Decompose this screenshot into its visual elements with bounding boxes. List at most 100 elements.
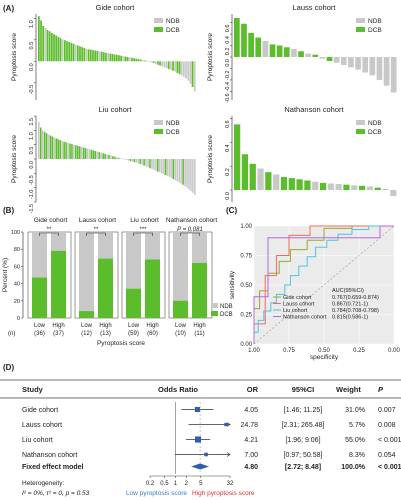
panel-label-c: (C)	[226, 206, 237, 215]
waterfall-bar	[296, 179, 303, 191]
waterfall-y-tick-label: 0.6	[225, 120, 231, 128]
waterfall-bar	[63, 40, 66, 62]
waterfall-bar	[149, 159, 151, 169]
waterfall-bar	[151, 159, 153, 170]
forest-header-weight: Weight	[336, 385, 361, 394]
stack-y-tick-label: 80	[14, 247, 20, 253]
waterfall-bar	[189, 61, 192, 84]
waterfall-bar	[147, 159, 149, 168]
waterfall-title: Liu cohort	[99, 105, 133, 114]
waterfall-bar	[47, 134, 50, 159]
stack-bar-dcb	[192, 262, 207, 318]
panel-label-a: (A)	[3, 4, 14, 13]
stack-legend-dcb-label: DCB	[220, 312, 233, 318]
waterfall-bar	[70, 42, 73, 62]
roc-legend-auc: 0.767(0.659-0.874)	[332, 295, 379, 301]
legend-dcb-swatch	[356, 27, 365, 32]
waterfall-bar	[39, 127, 42, 159]
roc-y-tick-label: 0.00	[240, 342, 252, 348]
waterfall-bar	[48, 31, 51, 62]
roc-legend-auc: 0.784(0.708-0.798)	[332, 308, 379, 314]
forest-header-plot: Odds Ratio	[158, 385, 198, 394]
stack-y-tick-label: 100	[11, 230, 20, 236]
waterfall-bar	[41, 130, 44, 159]
roc-legend-label: Nathanson cohort	[283, 315, 327, 321]
waterfall-bar	[335, 184, 342, 191]
waterfall-bar	[166, 159, 169, 176]
stack-sig-label: **	[94, 227, 99, 233]
forest-header-p: P	[378, 385, 384, 394]
forest-x-tick-label: 5	[199, 481, 203, 487]
legend-ndb-label: NDB	[368, 120, 382, 127]
waterfall-bar	[112, 156, 114, 159]
waterfall-ylabel: Pyroptosis score	[207, 33, 214, 81]
waterfall-bar	[141, 159, 143, 165]
waterfall-bar	[102, 52, 105, 62]
waterfall-y-tick-label: 0.6	[225, 25, 231, 33]
waterfall-bar	[366, 186, 374, 191]
stack-x-label: Low	[34, 323, 46, 329]
legend-dcb-label: DCB	[166, 129, 180, 136]
forest-heterogeneity-label: Heterogeneity:	[22, 480, 64, 487]
roc-legend-auc: 0.815(0.586-1)	[332, 315, 368, 321]
waterfall-bar	[100, 51, 103, 62]
waterfall-bar	[53, 34, 55, 62]
waterfall-bar	[105, 52, 107, 62]
waterfall-y-tick-label: -0.4	[225, 82, 231, 91]
stack-n-label: (60)	[147, 331, 158, 337]
waterfall-bar	[133, 58, 135, 62]
stack-n-label: (10)	[175, 331, 186, 337]
waterfall-bar	[167, 61, 170, 70]
forest-weight-value: 55.0%	[345, 437, 365, 444]
stack-legend-dcb-swatch	[211, 311, 218, 316]
waterfall-bar	[273, 174, 280, 191]
waterfall-bar	[145, 159, 147, 167]
forest-header-study: Study	[22, 385, 44, 394]
forest-summary-ci: [2.72; 8.48]	[285, 464, 321, 471]
forest-or-value: 24.78	[240, 422, 258, 429]
legend-ndb-label: NDB	[166, 120, 180, 127]
waterfall-bar	[358, 185, 366, 191]
waterfall-ylabel: Pyroptosis score	[207, 135, 214, 183]
waterfall-bar	[44, 27, 47, 62]
waterfall-bar	[374, 187, 381, 191]
waterfall-bar	[269, 44, 276, 57]
waterfall-bar	[369, 57, 376, 76]
waterfall-bar	[183, 61, 185, 77]
forest-p-value: 0.054	[378, 452, 396, 459]
stack-x-label: High	[193, 323, 205, 329]
waterfall-bar	[255, 37, 262, 57]
forest-summary-p: < 0.001	[378, 464, 401, 471]
waterfall-bar	[355, 57, 361, 70]
legend-dcb-swatch	[154, 27, 163, 32]
waterfall-bar	[234, 18, 240, 57]
waterfall-bar	[72, 43, 75, 62]
waterfall-bar	[109, 53, 112, 62]
stack-cohort-frame	[121, 231, 166, 319]
roc-curve	[253, 225, 394, 344]
waterfall-y-tick-label: -1.0	[29, 190, 35, 199]
stack-cohort-title: Liu cohort	[130, 217, 159, 224]
waterfall-bar	[50, 32, 53, 62]
waterfall-bar	[43, 131, 46, 159]
waterfall-bar	[117, 157, 120, 159]
waterfall-bar	[82, 147, 85, 159]
waterfall-bar	[122, 56, 125, 62]
roc-legend-label: Lauss cohort	[283, 302, 315, 308]
waterfall-bar	[129, 159, 132, 162]
waterfall-y-tick-label: 0.5	[29, 42, 35, 50]
stack-cohort-title: Gide cohort	[34, 217, 68, 224]
forest-point-box	[204, 452, 208, 457]
waterfall-bar	[127, 159, 130, 161]
waterfall-y-tick-label: 0.0	[225, 59, 231, 67]
stack-bar-dcb	[79, 311, 94, 318]
stack-y-tick-label: 40	[14, 282, 20, 288]
waterfall-y-tick-label: 1.0	[29, 132, 35, 140]
stack-cohort-frame	[168, 231, 213, 319]
waterfall-bar	[81, 47, 84, 62]
waterfall-bar	[390, 57, 397, 93]
forest-summary-or: 4.80	[244, 464, 258, 471]
waterfall-bar	[383, 57, 390, 86]
waterfall-bar	[38, 121, 40, 159]
